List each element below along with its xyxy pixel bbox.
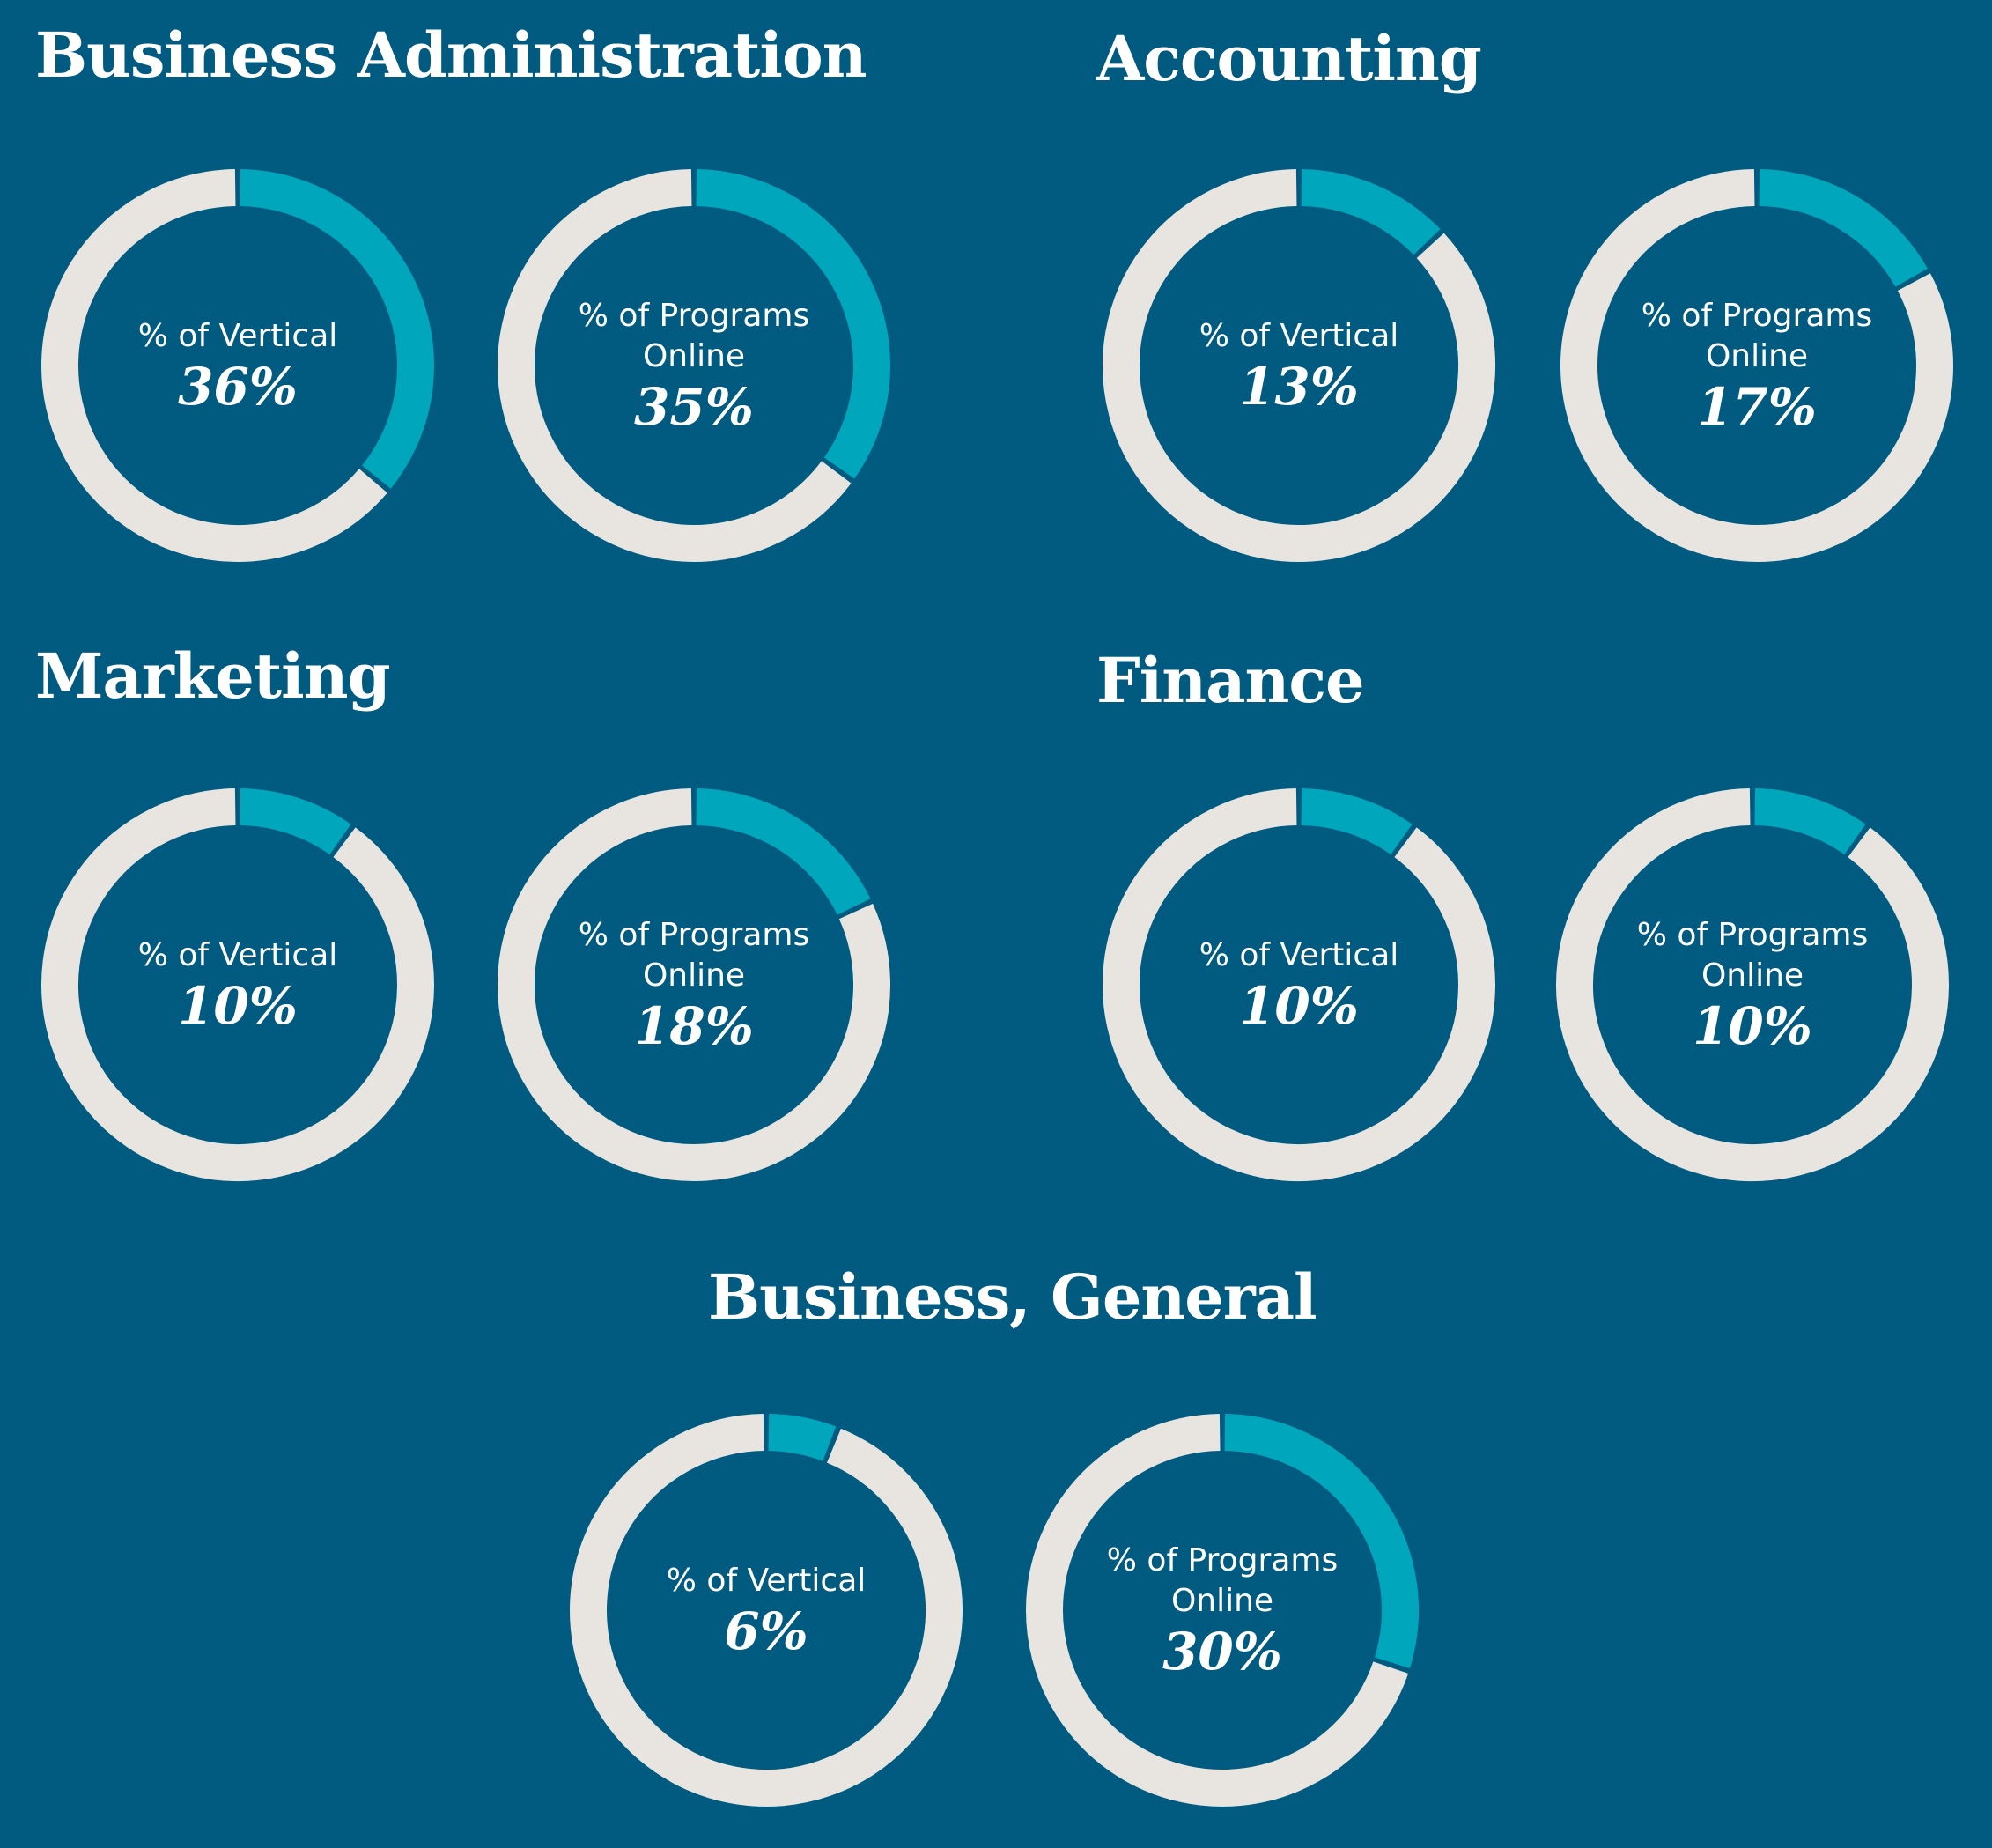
donut-ring	[41, 169, 434, 562]
remainder-segment	[1103, 169, 1495, 562]
donut-chart: % of Vertical 10%	[1101, 787, 1497, 1183]
highlight-segment	[1754, 788, 1866, 855]
donut-center-label: % of Programs Online 30%	[1024, 1412, 1420, 1808]
donut-ring	[1026, 1414, 1419, 1807]
highlight-segment	[1301, 169, 1441, 255]
metric-value: 6%	[724, 1601, 808, 1661]
metric-label: % of Programs Online	[578, 917, 810, 994]
metric-value: 18%	[634, 996, 754, 1056]
donut-chart: % of Programs Online 35%	[496, 167, 892, 564]
metric-value: 36%	[178, 357, 298, 417]
donut-center-label: % of Vertical 36%	[40, 167, 436, 564]
donut-chart: % of Vertical 13%	[1101, 167, 1497, 564]
remainder-segment	[570, 1414, 963, 1807]
remainder-segment	[498, 788, 890, 1181]
remainder-segment	[1026, 1414, 1409, 1807]
metric-value: 10%	[1693, 996, 1812, 1056]
donut-chart: % of Programs Online 30%	[1024, 1412, 1420, 1808]
section-title: Finance	[1096, 644, 1365, 717]
donut-ring	[41, 788, 434, 1181]
donut-ring	[498, 788, 890, 1181]
section-title: Business Administration	[35, 18, 867, 92]
highlight-segment	[240, 169, 434, 489]
donut-chart: % of Vertical 10%	[40, 787, 436, 1183]
donut-center-label: % of Programs Online 35%	[496, 167, 892, 564]
section-title: Marketing	[35, 639, 391, 713]
section-title: Accounting	[1096, 22, 1482, 95]
remainder-segment	[1556, 788, 1949, 1181]
donut-ring	[1556, 788, 1949, 1181]
metric-label: % of Vertical	[137, 937, 338, 973]
donut-center-label: % of Programs Online 17%	[1559, 167, 1955, 564]
highlight-segment	[1224, 1414, 1419, 1668]
remainder-segment	[41, 788, 434, 1181]
donut-ring	[1560, 169, 1953, 562]
highlight-segment	[696, 788, 871, 916]
metric-label: % of Programs Online	[578, 298, 810, 374]
metric-label: % of Programs Online	[1641, 298, 1873, 374]
highlight-segment	[1759, 169, 1928, 287]
remainder-segment	[41, 169, 387, 562]
donut-center-label: % of Programs Online 10%	[1554, 787, 1951, 1183]
metric-value: 35%	[634, 377, 754, 437]
remainder-segment	[498, 169, 852, 562]
donut-center-label: % of Vertical 10%	[40, 787, 436, 1183]
donut-chart: % of Programs Online 18%	[496, 787, 892, 1183]
donut-ring	[1103, 169, 1495, 562]
metric-label: % of Vertical	[1199, 937, 1399, 973]
metric-value: 10%	[178, 976, 298, 1036]
donut-center-label: % of Programs Online 18%	[496, 787, 892, 1183]
metric-value: 30%	[1162, 1622, 1282, 1682]
remainder-segment	[1103, 788, 1495, 1181]
metric-label: % of Vertical	[666, 1563, 867, 1599]
donut-ring	[1103, 788, 1495, 1181]
donut-ring	[570, 1414, 963, 1807]
donut-chart: % of Vertical 36%	[40, 167, 436, 564]
metric-label: % of Programs Online	[1106, 1542, 1339, 1619]
highlight-segment	[767, 1414, 837, 1461]
donut-chart: % of Programs Online 10%	[1554, 787, 1951, 1183]
metric-label: % of Vertical	[137, 318, 338, 354]
donut-center-label: % of Vertical 6%	[568, 1412, 964, 1808]
highlight-segment	[696, 169, 890, 479]
donut-chart: % of Programs Online 17%	[1559, 167, 1955, 564]
highlight-segment	[1301, 788, 1413, 855]
metric-label: % of Vertical	[1199, 318, 1399, 354]
highlight-segment	[240, 788, 351, 855]
metric-value: 17%	[1697, 377, 1817, 437]
donut-center-label: % of Vertical 10%	[1101, 787, 1497, 1183]
section-title: Business, General	[708, 1260, 1317, 1334]
metric-value: 10%	[1239, 976, 1359, 1036]
donut-center-label: % of Vertical 13%	[1101, 167, 1497, 564]
remainder-segment	[1560, 169, 1953, 562]
donut-chart: % of Vertical 6%	[568, 1412, 964, 1808]
metric-value: 13%	[1239, 357, 1359, 417]
donut-ring	[498, 169, 890, 562]
metric-label: % of Programs Online	[1636, 917, 1869, 994]
